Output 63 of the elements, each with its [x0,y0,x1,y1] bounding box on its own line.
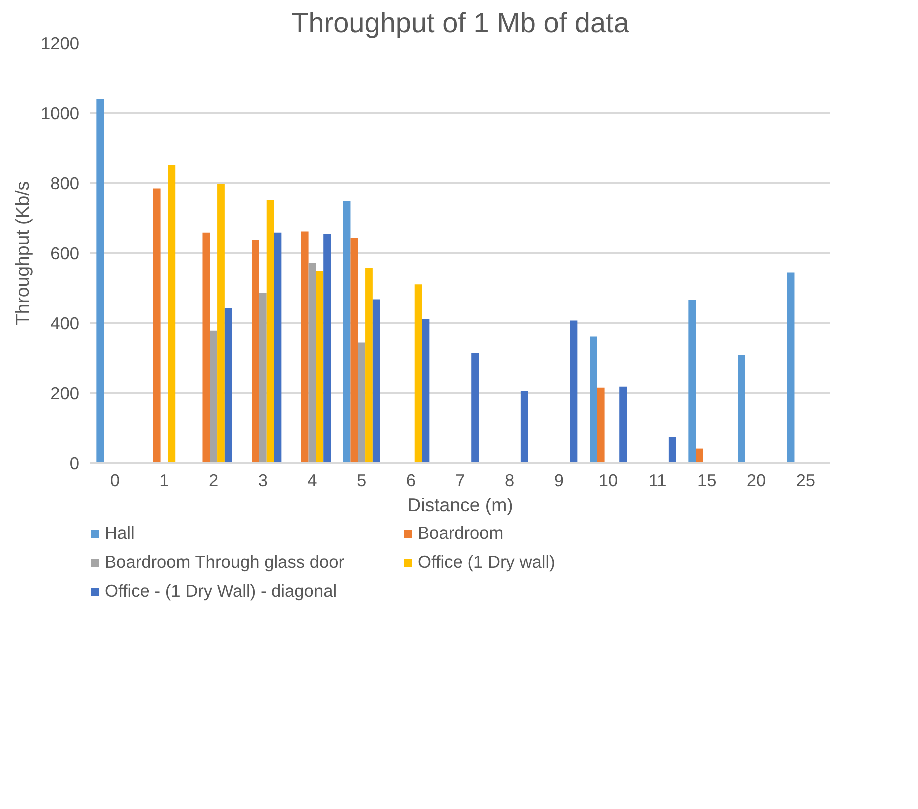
bar [738,355,746,464]
bar [696,448,704,464]
bar [668,437,676,464]
x-tick-label: 0 [110,470,120,490]
y-tick-label: 1200 [40,34,80,54]
x-tick-label: 20 [746,470,766,490]
y-tick-label: 400 [50,314,80,334]
bar [570,320,578,464]
bar [274,232,282,464]
legend-label: Office - (1 Dry Wall) - diagonal [105,581,338,602]
bar [96,100,104,464]
bar [210,330,218,464]
bar [472,353,479,464]
bar [168,164,176,464]
bar [301,232,309,464]
legend-label: Hall [105,523,136,544]
x-axis-title: Distance (m) [408,494,514,516]
bar [343,201,351,464]
bar [202,232,210,464]
bar [366,268,373,464]
x-tick-label: 15 [698,470,717,490]
bar [520,391,528,464]
bar [620,386,627,464]
bar [590,336,598,464]
x-tick-label: 11 [648,470,667,490]
x-tick-label: 2 [209,470,219,490]
legend-label: Boardroom [418,523,505,544]
y-axis-title: Throughput (Kb/s [12,181,33,326]
bar [252,240,260,464]
bar [316,271,324,464]
bar [259,293,267,464]
x-tick-label: 1 [160,470,170,490]
bar [422,318,430,464]
x-tick-label: 10 [598,470,618,490]
bar [688,300,696,464]
x-tick-label: 5 [357,470,367,490]
y-tick-label: 800 [50,174,80,194]
bar [597,388,605,464]
x-tick-label: 9 [554,470,564,490]
bar [787,272,795,464]
legend-label: Office (1 Dry wall) [418,552,556,573]
y-tick-label: 0 [70,454,80,474]
chart-title: Throughput of 1 Mb of data [292,8,630,38]
bar [358,342,366,464]
bar [224,308,232,464]
bar [372,300,380,464]
x-tick-label: 6 [406,470,416,490]
bar [308,263,316,464]
x-tick-label: 8 [505,470,515,490]
x-tick-label: 7 [456,470,466,490]
x-tick-label: 4 [308,470,318,490]
bar [218,184,225,464]
bar [153,188,161,464]
x-tick-label: 25 [796,470,816,490]
y-tick-label: 1000 [40,104,80,124]
y-tick-label: 600 [50,244,80,264]
bar [414,284,422,464]
y-tick-label: 200 [50,384,80,404]
x-tick-label: 3 [258,470,268,490]
bar [324,234,331,464]
legend-label: Boardroom Through glass door [105,552,346,573]
bar [266,200,274,464]
bar [350,238,358,464]
